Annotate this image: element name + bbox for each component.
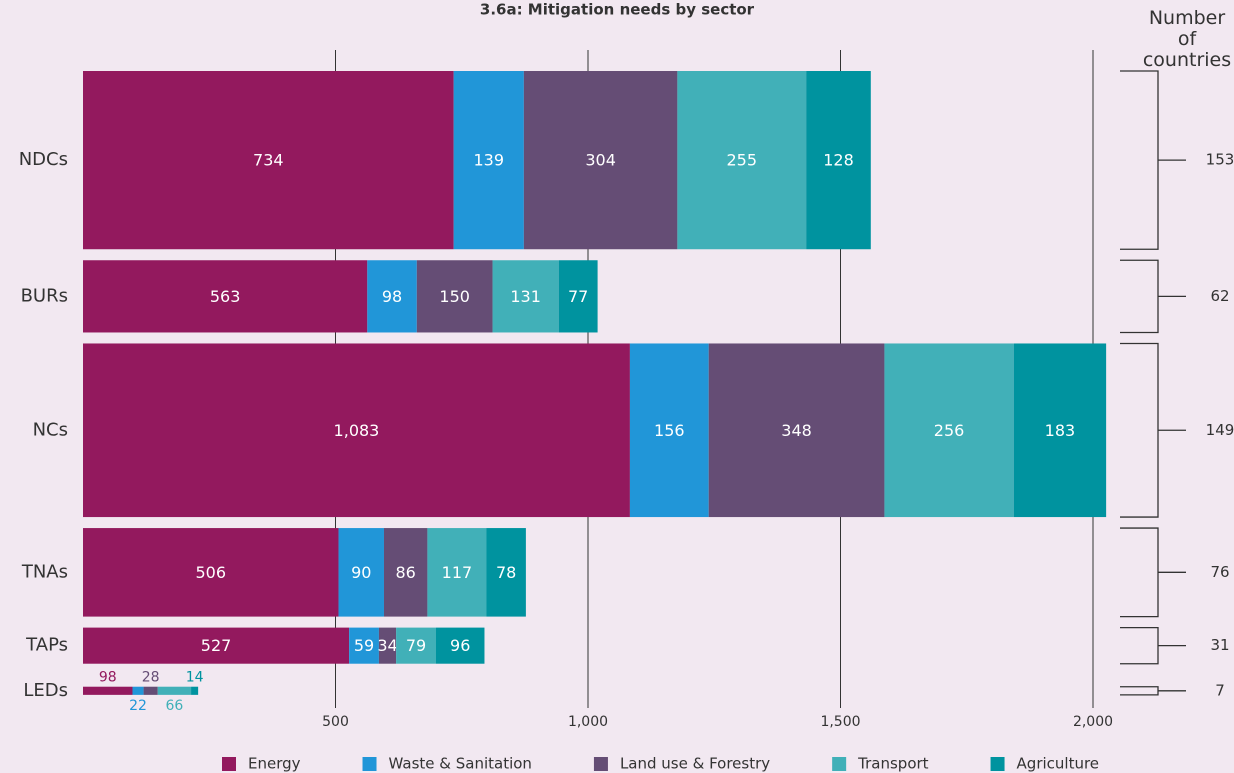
bar-segment [83,343,630,518]
value-label: 255 [726,151,757,170]
bar-segment [435,627,485,664]
bar-segment [191,686,199,695]
bar-segment [492,260,559,333]
bar-segment [884,343,1014,518]
y-tick-label: LEDs [23,680,68,701]
value-label: 1,083 [334,421,380,440]
bar-segment [629,343,709,518]
bar-segment [83,71,454,250]
bar-segment [378,627,397,664]
value-label: 183 [1045,421,1076,440]
value-label: 128 [823,151,854,170]
count-label: 62 [1210,287,1229,305]
value-label: 150 [439,287,470,306]
value-label: 98 [99,670,117,686]
bar-segment [677,71,807,250]
bar-segment [338,528,384,617]
bar-segment [806,71,871,250]
bar-segment [486,528,526,617]
bar-segment [157,686,192,695]
value-label: 256 [934,421,965,440]
legend-label: Agriculture [1017,755,1100,773]
y-tick-label: NDCs [19,149,68,170]
value-label: 79 [406,636,426,655]
bar-segment [416,260,493,333]
legend-swatch [832,757,847,771]
value-label: 156 [654,421,685,440]
y-tick-label: NCs [33,419,68,440]
count-label: 149 [1206,421,1234,439]
bar-segment [143,686,158,695]
x-tick-label: 1,500 [820,714,860,730]
bar-segment [708,343,885,518]
value-label: 506 [195,563,226,582]
value-label: 563 [210,287,241,306]
countries-header: Number of countries [1142,7,1232,71]
x-tick-label: 1,000 [568,714,608,730]
bar-segment [427,528,487,617]
legend-swatch [990,757,1005,771]
count-label: 7 [1215,681,1225,699]
value-label: 117 [442,563,473,582]
value-label: 348 [781,421,812,440]
bar-segment [83,627,350,664]
value-label: 304 [585,151,616,170]
bar-segment [1013,343,1107,518]
count-label: 76 [1210,563,1229,581]
value-label: 77 [568,287,588,306]
legend-swatch [222,757,236,771]
bar-segment [558,260,598,333]
x-tick-label: 2,000 [1073,714,1113,730]
legend-swatch [362,757,377,771]
legend-label: Land use & Forestry [620,755,770,773]
value-label: 139 [473,151,504,170]
value-label: 78 [496,563,516,582]
bar-segment [349,627,379,664]
legend-label: Transport [857,755,929,773]
value-label: 66 [165,698,183,714]
bar-segment [367,260,417,333]
count-bracket [1120,527,1186,618]
legend-swatch [593,757,608,771]
legend-label: Waste & Sanitation [389,755,532,773]
value-label: 96 [450,636,470,655]
bar-segment [83,260,368,333]
chart-title: 3.6a: Mitigation needs by sector [480,1,755,19]
count-bracket [1120,342,1186,518]
count-bracket [1120,70,1186,250]
legend-label: Energy [248,755,301,773]
value-label: 28 [142,670,160,686]
value-label: 34 [377,636,397,655]
x-tick-label: 500 [322,714,349,730]
value-label: 98 [382,287,402,306]
bar-segment [83,528,339,617]
bar-segment [383,528,428,617]
count-bracket [1120,259,1186,334]
value-label: 527 [201,636,232,655]
count-bracket [1120,686,1186,696]
bar-segment [453,71,524,250]
value-label: 131 [510,287,541,306]
value-label: 22 [129,698,147,714]
y-tick-label: TNAs [21,561,68,582]
value-label: 14 [186,670,204,686]
value-label: 86 [396,563,416,582]
y-tick-label: BURs [21,285,68,306]
value-label: 59 [354,636,374,655]
count-label: 31 [1210,636,1229,654]
y-tick-label: TAPs [25,635,68,656]
count-bracket [1120,626,1186,665]
value-label: 90 [351,563,371,582]
value-label: 734 [253,151,284,170]
bar-segment [132,686,144,695]
bar-segment [523,71,678,250]
bar-segment [396,627,436,664]
count-label: 153 [1206,151,1234,169]
bar-segment [83,686,133,695]
